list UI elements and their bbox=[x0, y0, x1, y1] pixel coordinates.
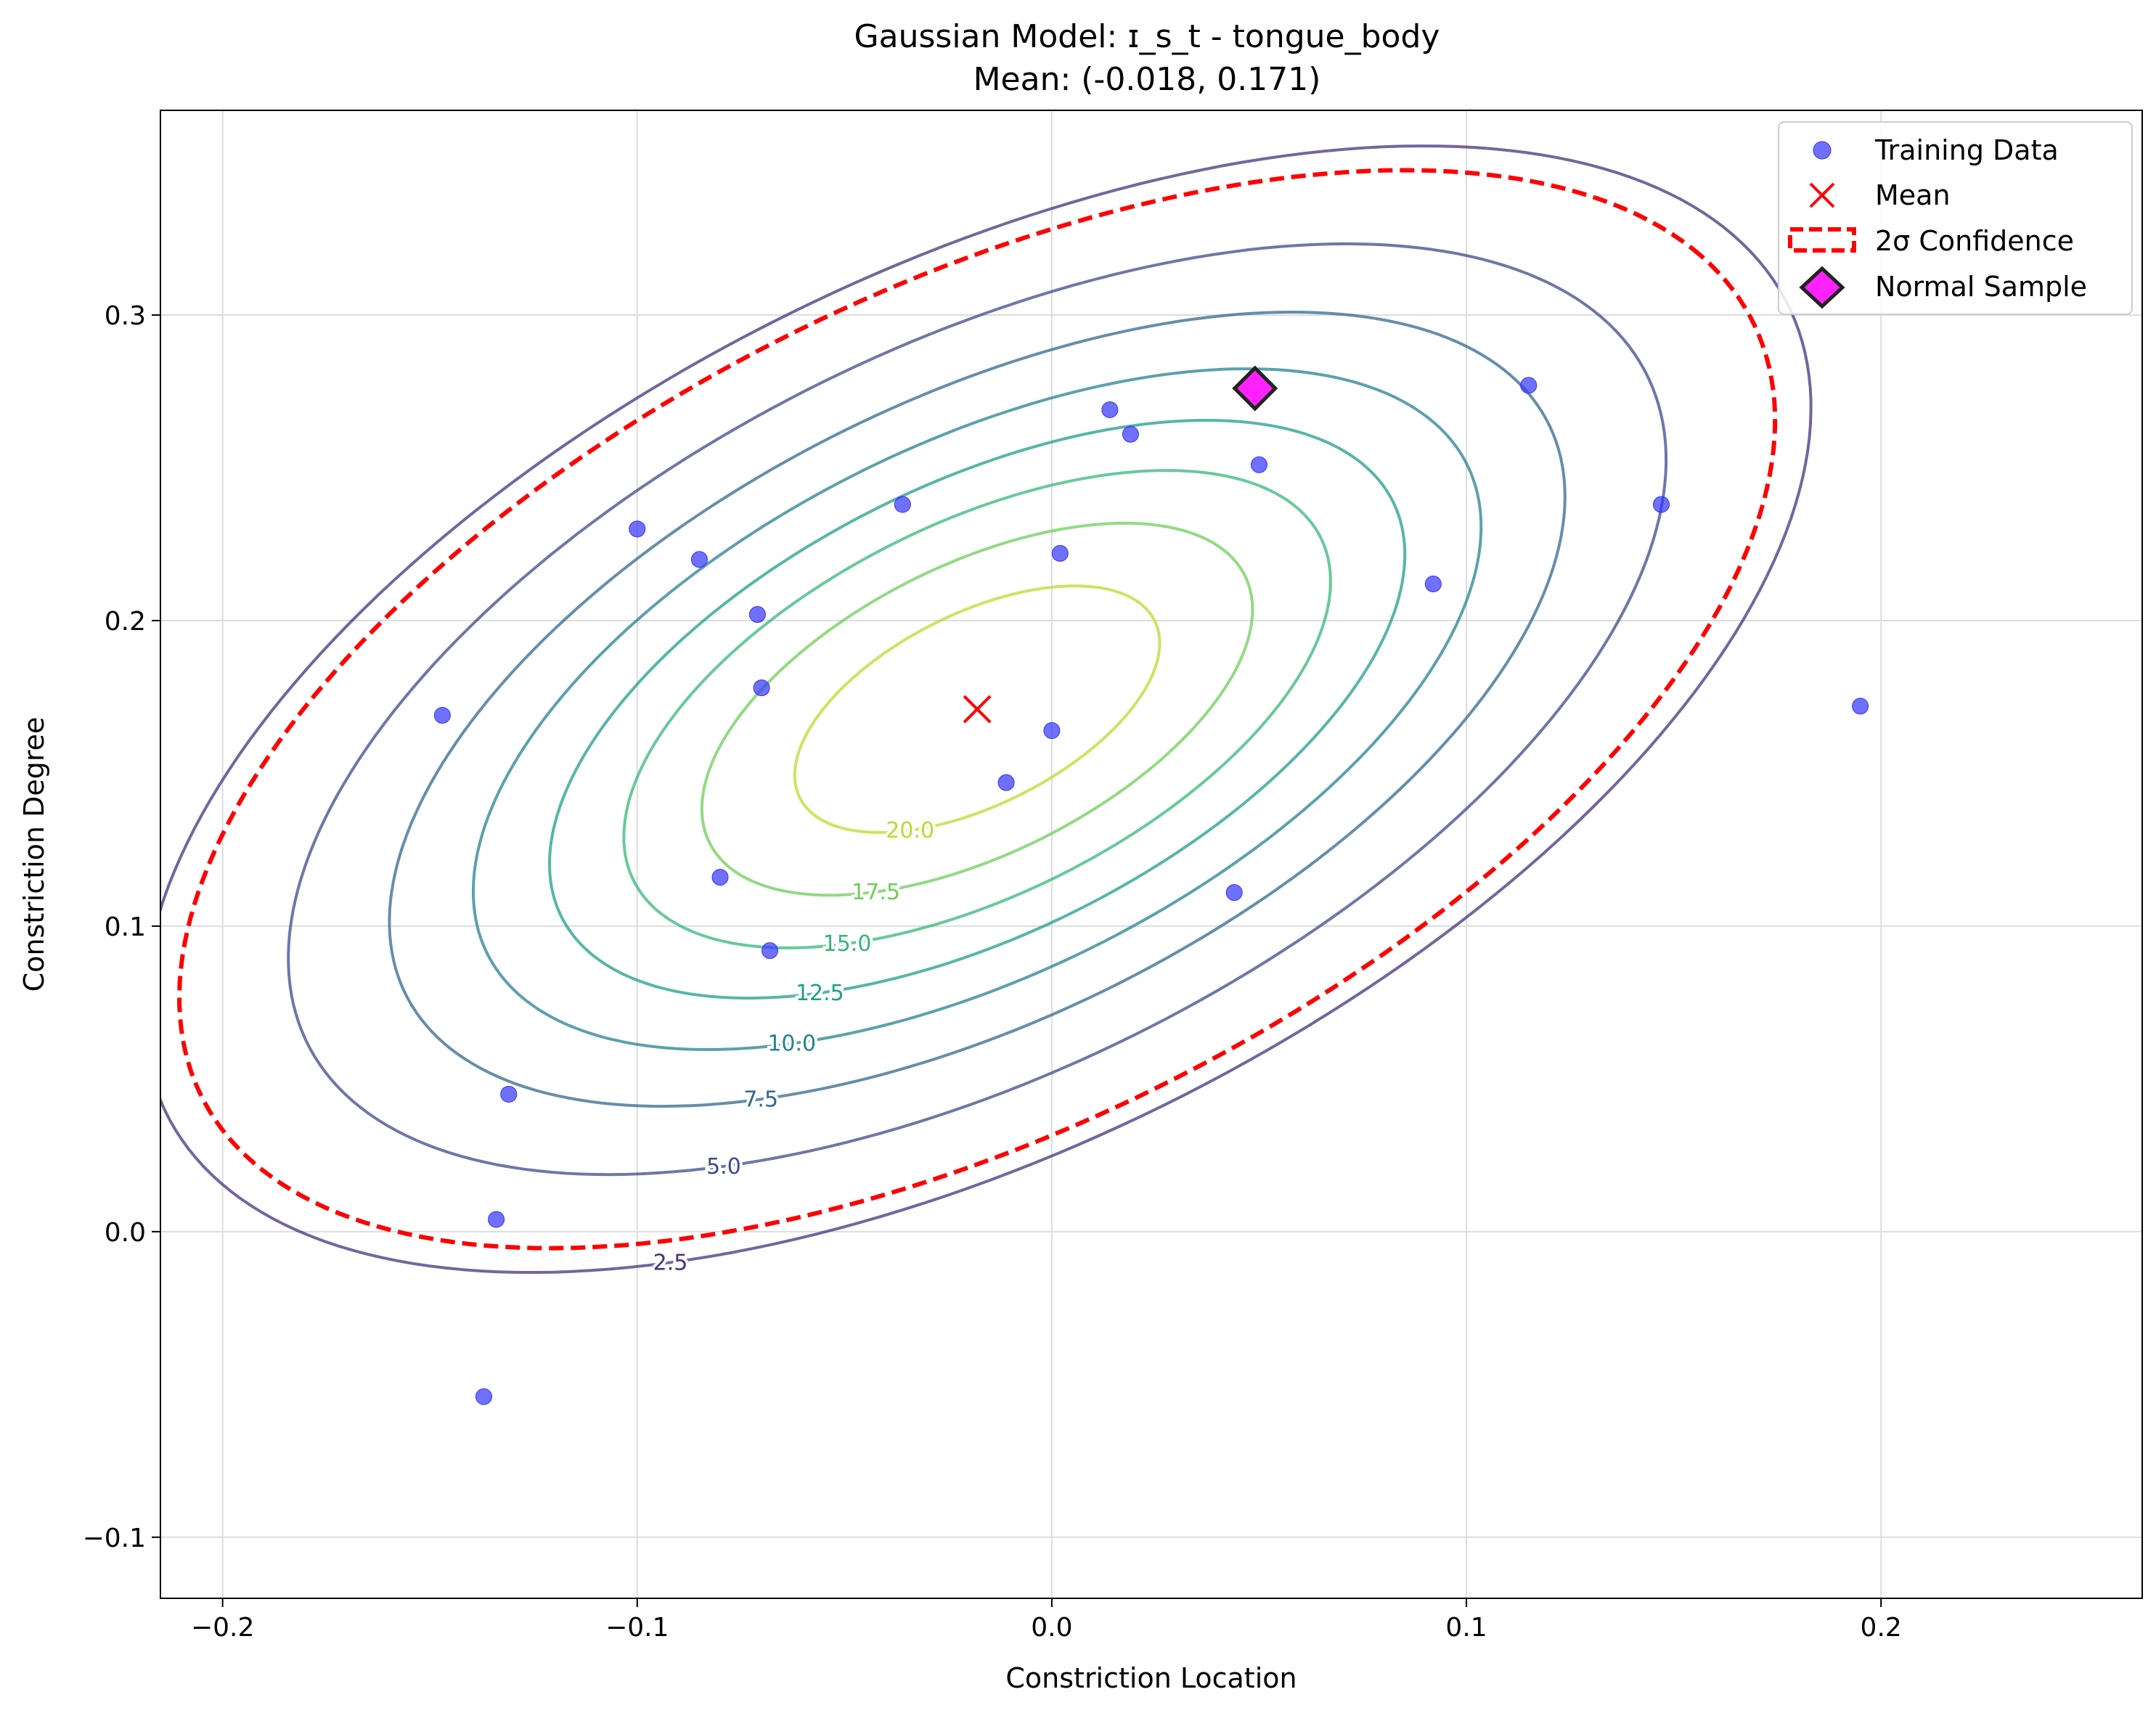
contour-line bbox=[160, 144, 1813, 1275]
contour-line bbox=[547, 418, 1407, 1000]
contour-label: 2.5 bbox=[653, 1250, 688, 1275]
confidence-ellipse-layer bbox=[177, 168, 1778, 1251]
chart-subtitle: Mean: (-0.018, 0.171) bbox=[973, 61, 1321, 98]
training-point bbox=[1852, 698, 1869, 715]
contour-label: 10.0 bbox=[767, 1031, 816, 1057]
training-point bbox=[997, 774, 1015, 791]
legend: Training Data Mean 2σ Confidence Normal … bbox=[1778, 121, 2133, 315]
training-point bbox=[761, 942, 779, 960]
contour-label: 5.0 bbox=[706, 1154, 741, 1180]
training-point bbox=[629, 520, 646, 538]
contour-line bbox=[472, 367, 1483, 1052]
training-point bbox=[433, 706, 451, 724]
normal-sample-marker bbox=[1232, 365, 1278, 412]
y-tick-label: −0.1 bbox=[83, 1524, 146, 1553]
contour-lines: 2.5 5.0 7.5 10.0 12.5 15.0 17.5 20.0 bbox=[160, 144, 1813, 1278]
legend-label-training-data: Training Data bbox=[1874, 134, 2059, 166]
x-tick-label: −0.1 bbox=[605, 1613, 669, 1643]
x-axis-ticks: −0.2 −0.1 0.0 0.1 0.2 bbox=[191, 1598, 1902, 1643]
y-tick-label: 0.0 bbox=[105, 1218, 146, 1248]
legend-mean-marker bbox=[1809, 182, 1835, 208]
legend-training-marker bbox=[1813, 141, 1832, 160]
x-tick-label: 0.1 bbox=[1445, 1613, 1487, 1643]
training-point bbox=[1250, 456, 1267, 473]
training-point bbox=[1122, 425, 1139, 443]
y-tick-label: 0.2 bbox=[105, 607, 146, 637]
contour-line bbox=[793, 584, 1161, 834]
training-point bbox=[1652, 496, 1670, 513]
grid-lines bbox=[160, 110, 2142, 1598]
contour-label: 15.0 bbox=[823, 931, 872, 957]
training-point bbox=[488, 1211, 505, 1228]
contour-label: 17.5 bbox=[852, 880, 900, 905]
training-point bbox=[1424, 575, 1442, 592]
training-point bbox=[1520, 377, 1538, 394]
training-points bbox=[433, 377, 1869, 1405]
training-point bbox=[500, 1085, 518, 1103]
legend-label-confidence: 2σ Confidence bbox=[1875, 225, 2074, 257]
legend-label-normal-sample: Normal Sample bbox=[1875, 271, 2087, 303]
training-point bbox=[748, 606, 766, 624]
contour-line bbox=[622, 469, 1332, 949]
training-point bbox=[1043, 722, 1061, 740]
contour-label: 7.5 bbox=[743, 1087, 778, 1112]
training-point bbox=[711, 869, 729, 886]
y-tick-label: 0.3 bbox=[105, 301, 146, 331]
mean-marker-stroke bbox=[963, 695, 992, 724]
mean-marker bbox=[963, 695, 992, 724]
training-point bbox=[753, 679, 770, 697]
legend-normal-sample-marker bbox=[1799, 266, 1845, 309]
contour-line bbox=[287, 242, 1668, 1177]
x-tick-label: 0.0 bbox=[1031, 1613, 1072, 1643]
legend-box bbox=[1778, 121, 2133, 315]
x-tick-label: −0.2 bbox=[191, 1613, 254, 1643]
contour-label: 20.0 bbox=[886, 818, 934, 843]
training-point bbox=[690, 551, 708, 568]
contour-line bbox=[700, 521, 1254, 897]
training-point bbox=[475, 1388, 492, 1405]
plot-frame bbox=[160, 110, 2143, 1599]
confidence-ellipse-2sigma bbox=[177, 168, 1778, 1251]
x-axis-label: Constriction Location bbox=[1005, 1662, 1297, 1694]
x-tick-label: 0.2 bbox=[1861, 1613, 1902, 1643]
contour-label: 12.5 bbox=[796, 981, 844, 1006]
marker-layer bbox=[963, 365, 1278, 724]
legend-confidence-marker bbox=[1788, 227, 1856, 253]
y-tick-label: 0.1 bbox=[105, 912, 146, 942]
y-axis-label: Constriction Degree bbox=[18, 717, 50, 992]
chart-title: Gaussian Model: ɪ_s_t - tongue_body bbox=[854, 18, 1440, 55]
training-point bbox=[1101, 401, 1119, 419]
contour-line bbox=[388, 310, 1567, 1108]
training-point bbox=[1225, 884, 1243, 902]
y-axis-ticks: −0.1 0.0 0.1 0.2 0.3 bbox=[83, 301, 160, 1553]
legend-label-mean: Mean bbox=[1875, 179, 1951, 211]
training-point bbox=[894, 496, 911, 513]
training-point bbox=[1051, 544, 1069, 562]
